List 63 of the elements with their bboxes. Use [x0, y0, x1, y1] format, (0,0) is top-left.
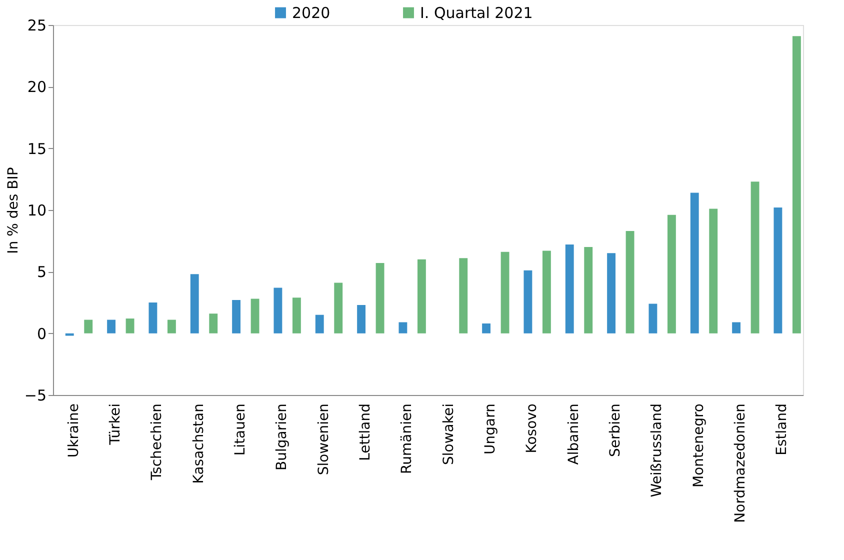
- bar: [774, 208, 782, 334]
- x-tick-label: Estland: [774, 404, 790, 456]
- y-tick-label: −5: [24, 386, 46, 404]
- bar: [190, 274, 199, 334]
- bar: [126, 318, 134, 334]
- bar: [792, 36, 801, 334]
- bar: [65, 333, 74, 336]
- x-tick-label: Türkei: [108, 404, 124, 446]
- bar: [376, 263, 384, 334]
- bar: [357, 304, 366, 334]
- bar: [584, 247, 593, 334]
- x-tick-label: Ungarn: [482, 404, 498, 454]
- bar: [732, 322, 740, 334]
- bar: [167, 320, 176, 334]
- x-tick-label: Slowenien: [316, 404, 332, 476]
- bar: [107, 320, 116, 334]
- bar: [315, 314, 324, 334]
- bar: [607, 253, 616, 334]
- bar: [232, 300, 240, 334]
- x-tick-label: Kasachstan: [190, 404, 207, 484]
- bar: [292, 298, 301, 334]
- y-tick-label: 15: [27, 140, 46, 158]
- bar: [524, 270, 532, 334]
- bar: [459, 258, 468, 334]
- x-tick-label: Albanien: [566, 404, 582, 465]
- y-axis-title: In % des BIP: [5, 167, 22, 254]
- legend-label: I. Quartal 2021: [420, 4, 533, 22]
- bar: [648, 304, 658, 334]
- bar: [542, 250, 551, 334]
- x-tick-label: Montenegro: [690, 404, 707, 488]
- bar: [398, 322, 408, 334]
- bar: [667, 214, 676, 334]
- bar: [709, 208, 718, 334]
- x-tick-label: Slowakei: [440, 404, 457, 465]
- x-tick-label: Nordmazedonien: [732, 404, 748, 523]
- x-tick-label: Weißrussland: [649, 404, 666, 498]
- y-tick-label: 0: [36, 324, 46, 343]
- y-tick-label: 5: [36, 263, 46, 282]
- x-tick-label: Tschechien: [149, 404, 166, 482]
- bar: [690, 192, 699, 334]
- y-tick-label: 10: [27, 202, 46, 220]
- x-tick-label: Serbien: [608, 404, 624, 458]
- bar: [500, 252, 510, 334]
- x-tick-label: Lettland: [358, 404, 374, 461]
- bar: [417, 259, 426, 334]
- bar: [84, 320, 93, 334]
- x-tick-label: Litauen: [232, 404, 248, 456]
- x-tick-label: Kosovo: [524, 404, 540, 454]
- bar: [750, 182, 760, 334]
- x-tick-label: Bulgarien: [274, 404, 290, 470]
- x-tick-label: Ukraine: [66, 404, 82, 458]
- bar: [482, 323, 490, 334]
- bar: [334, 282, 343, 334]
- bar: [148, 302, 158, 334]
- bar: [274, 288, 282, 334]
- y-tick-label: 25: [27, 16, 46, 34]
- bar: [626, 230, 634, 334]
- legend-label: 2020: [292, 4, 330, 22]
- bar: [565, 244, 574, 334]
- bar: [250, 298, 260, 334]
- y-tick-label: 20: [27, 78, 46, 96]
- bar: [209, 314, 218, 334]
- x-tick-label: Rumänien: [399, 404, 416, 474]
